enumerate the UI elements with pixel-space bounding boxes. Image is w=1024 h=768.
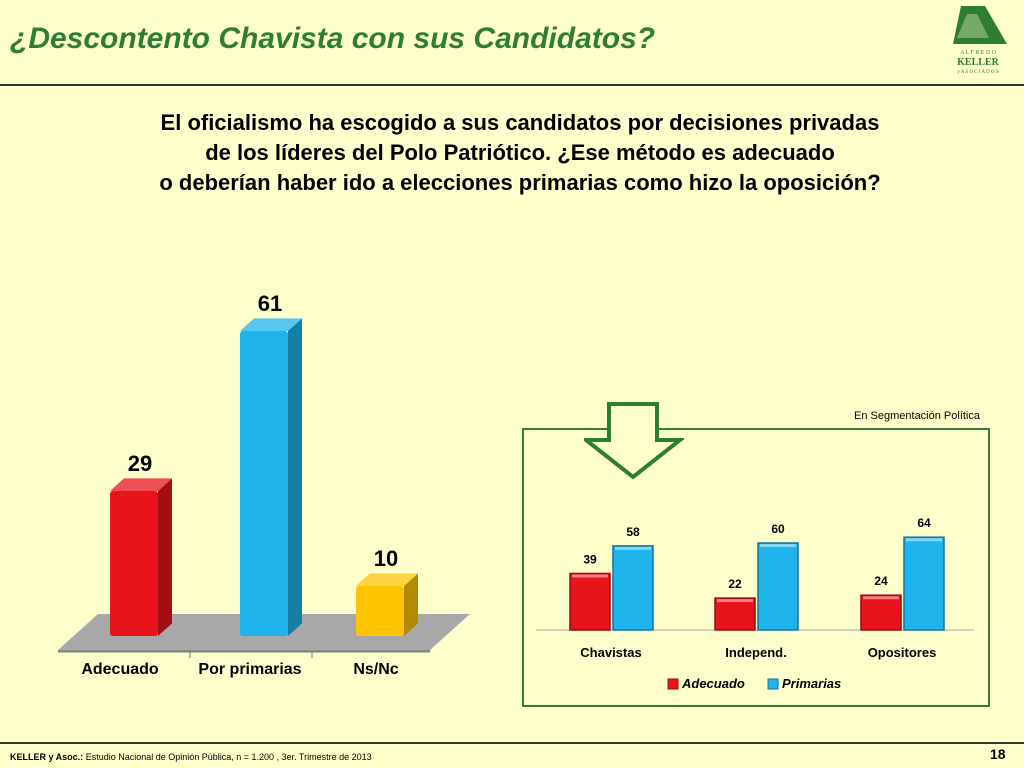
data-label-chavistas-adecuado: 39 <box>583 552 597 566</box>
question-line-3: o deberían haber ido a elecciones primar… <box>159 170 881 195</box>
footer-source-label: KELLER y Asoc.: <box>10 752 84 762</box>
bar-side-ns-nc <box>404 573 418 636</box>
segment-bar-chart: 39 58 Chavistas 22 60 Independ. 24 64 Opositores… <box>536 516 974 691</box>
bar-highlight-opositores-primarias <box>906 538 942 542</box>
category-label-por-primarias: Por primarias <box>198 661 301 678</box>
bar-highlight-independ--adecuado <box>717 599 753 603</box>
data-label-opositores-primarias: 64 <box>917 516 931 530</box>
bar-opositores-adecuado <box>860 594 902 631</box>
bar-independ--adecuado <box>714 597 756 631</box>
logo-mark <box>953 6 1007 44</box>
bar-top-adecuado <box>110 478 172 491</box>
company-logo: A L F R E D O KELLER y A S O C I A D O S <box>953 6 1007 75</box>
bar-highlight-opositores-adecuado <box>863 596 899 600</box>
survey-question: El oficialismo ha escogido a sus candida… <box>100 108 940 198</box>
category-label-adecuado: Adecuado <box>81 661 159 678</box>
data-label-opositores-adecuado: 24 <box>874 574 888 588</box>
bar-highlight-chavistas-adecuado <box>572 574 608 578</box>
bar-top-por-primarias <box>240 318 302 331</box>
segment-note: En Segmentación Política <box>854 410 980 422</box>
legend-label-adecuado: Adecuado <box>681 676 745 691</box>
legend-label-primarias: Primarias <box>782 676 841 691</box>
bar-opositores-primarias <box>903 536 945 631</box>
segment-chart-frame <box>522 428 990 707</box>
footer-source-text: Estudio Nacional de Opinión Pública, n =… <box>83 752 372 762</box>
data-label-ns-nc: 10 <box>374 546 398 571</box>
question-line-2: de los líderes del Polo Patriótico. ¿Ese… <box>205 140 835 165</box>
question-line-1: El oficialismo ha escogido a sus candida… <box>160 110 880 135</box>
bar-ns-nc <box>356 586 404 636</box>
header-divider <box>0 84 1024 86</box>
bar-chavistas-primarias <box>612 545 654 631</box>
bar-highlight-chavistas-primarias <box>615 546 651 550</box>
category-label-independ-: Independ. <box>725 645 786 660</box>
data-label-chavistas-primarias: 58 <box>626 525 640 539</box>
bar-side-adecuado <box>158 478 172 636</box>
data-label-independ--primarias: 60 <box>771 522 785 536</box>
main-bar-chart: 29 Adecuado 61 Por primarias 10 Ns/Nc <box>58 291 470 678</box>
bar-highlight-independ--primarias <box>760 544 796 547</box>
logo-text-top: A L F R E D O <box>960 50 997 56</box>
category-label-opositores: Opositores <box>868 645 937 660</box>
footer-divider <box>0 742 1024 744</box>
bar-adecuado <box>110 491 158 636</box>
down-arrow-icon <box>584 402 684 480</box>
page-number: 18 <box>990 746 1006 762</box>
data-label-independ--adecuado: 22 <box>728 577 742 591</box>
bar-side-por-primarias <box>288 318 302 636</box>
logo-text-name: KELLER <box>957 57 999 68</box>
data-label-adecuado: 29 <box>128 451 152 476</box>
footer-source: KELLER y Asoc.: Estudio Nacional de Opin… <box>10 752 372 762</box>
logo-text-bottom: y A S O C I A D O S <box>957 70 998 75</box>
slide-title: ¿Descontento Chavista con sus Candidatos… <box>10 22 656 55</box>
category-label-chavistas: Chavistas <box>580 645 641 660</box>
legend-swatch-primarias <box>767 678 779 690</box>
bar-chavistas-adecuado <box>569 572 611 631</box>
bar-por-primarias <box>240 331 288 636</box>
legend-swatch-adecuado <box>667 678 679 690</box>
bar-top-ns-nc <box>356 573 418 586</box>
bar-independ--primarias <box>757 542 799 631</box>
data-label-por-primarias: 61 <box>258 291 282 316</box>
category-label-ns-nc: Ns/Nc <box>353 661 398 678</box>
